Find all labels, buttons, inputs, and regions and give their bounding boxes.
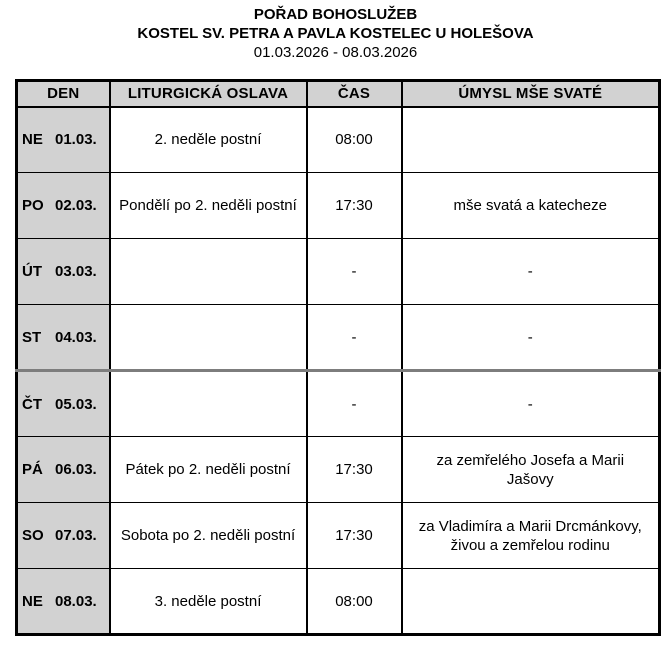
celebration-cell: 2. neděle postní	[108, 106, 308, 173]
intention-cell	[400, 106, 661, 173]
day-cell: NE 08.03.	[15, 568, 111, 635]
day-cell: NE 01.03.	[15, 106, 111, 173]
day-date: 02.03.	[55, 197, 97, 214]
col-header-liturgicka-oslava: LITURGICKÁ OSLAVA	[108, 80, 308, 108]
day-abbr: PO	[22, 197, 44, 214]
day-date: 01.03.	[55, 131, 97, 149]
day-abbr: PÁ	[22, 461, 43, 478]
time-cell: 17:30	[305, 502, 403, 569]
intention-cell: za Vladimíra a Marii Drcmánkovy, živou a…	[400, 502, 661, 569]
day-date: 08.03.	[55, 592, 97, 610]
day-abbr: ÚT	[22, 263, 42, 280]
schedule-table: DEN LITURGICKÁ OSLAVA ČAS ÚMYSL MŠE SVAT…	[15, 79, 661, 636]
day-date: 04.03.	[55, 328, 97, 346]
day-abbr: NE	[22, 592, 43, 610]
intention-cell: za zemřelého Josefa a Marii Jašovy	[400, 436, 661, 503]
time-cell: -	[305, 369, 403, 437]
celebration-cell	[108, 304, 308, 371]
table-header-row: DEN LITURGICKÁ OSLAVA ČAS ÚMYSL MŠE SVAT…	[15, 80, 661, 108]
table-row: NE 01.03. 2. neděle postní 08:00	[15, 106, 661, 173]
table-row: ST 04.03. - -	[15, 304, 661, 371]
time-cell: 08:00	[305, 106, 403, 173]
col-header-umysl-mse-svate: ÚMYSL MŠE SVATÉ	[400, 80, 661, 108]
day-abbr: NE	[22, 131, 43, 149]
celebration-cell: Pondělí po 2. neděli postní	[108, 172, 308, 239]
table-row: ČT 05.03. - -	[15, 369, 661, 437]
col-header-den: DEN	[15, 80, 111, 108]
day-abbr: SO	[22, 527, 44, 544]
day-date: 05.03.	[55, 395, 97, 413]
time-cell: -	[305, 304, 403, 371]
time-cell: 08:00	[305, 568, 403, 635]
table-row: PO 02.03. Pondělí po 2. neděli postní 17:…	[15, 172, 661, 239]
day-abbr: ČT	[22, 395, 42, 413]
intention-cell: -	[400, 304, 661, 371]
schedule-body: NE 01.03. 2. neděle postní 08:00 PO 02.03.…	[15, 106, 661, 635]
celebration-cell: 3. neděle postní	[108, 568, 308, 635]
celebration-cell	[108, 369, 308, 437]
day-date: 06.03.	[55, 461, 97, 478]
table-row: ÚT 03.03. - -	[15, 238, 661, 305]
celebration-cell	[108, 238, 308, 305]
day-date: 03.03.	[55, 263, 97, 280]
day-cell: PÁ 06.03.	[15, 436, 111, 503]
intention-cell: mše svatá a katecheze	[400, 172, 661, 239]
day-cell: ČT 05.03.	[15, 369, 111, 437]
intention-cell: -	[400, 369, 661, 437]
celebration-cell: Sobota po 2. neděli postní	[108, 502, 308, 569]
page-title: POŘAD BOHOSLUŽEB	[253, 6, 418, 23]
document-header: POŘAD BOHOSLUŽEB KOSTEL SV. PETRA A PAVL…	[0, 0, 671, 62]
table-row: SO 07.03. Sobota po 2. neděli postní 17:3…	[15, 502, 661, 569]
time-cell: 17:30	[305, 172, 403, 239]
time-cell: -	[305, 238, 403, 305]
church-name: KOSTEL SV. PETRA A PAVLA KOSTELEC U HOLE…	[137, 25, 534, 42]
col-header-cas: ČAS	[305, 80, 403, 108]
intention-cell	[400, 568, 661, 635]
table-row: NE 08.03. 3. neděle postní 08:00	[15, 568, 661, 635]
day-cell: PO 02.03.	[15, 172, 111, 239]
celebration-cell: Pátek po 2. neděli postní	[108, 436, 308, 503]
date-range: 01.03.2026 - 08.03.2026	[253, 44, 418, 61]
time-cell: 17:30	[305, 436, 403, 503]
intention-cell: -	[400, 238, 661, 305]
day-date: 07.03.	[55, 527, 97, 544]
day-cell: ST 04.03.	[15, 304, 111, 371]
day-cell: ÚT 03.03.	[15, 238, 111, 305]
day-abbr: ST	[22, 328, 42, 346]
table-row: PÁ 06.03. Pátek po 2. neděli postní 17:30…	[15, 436, 661, 503]
day-cell: SO 07.03.	[15, 502, 111, 569]
